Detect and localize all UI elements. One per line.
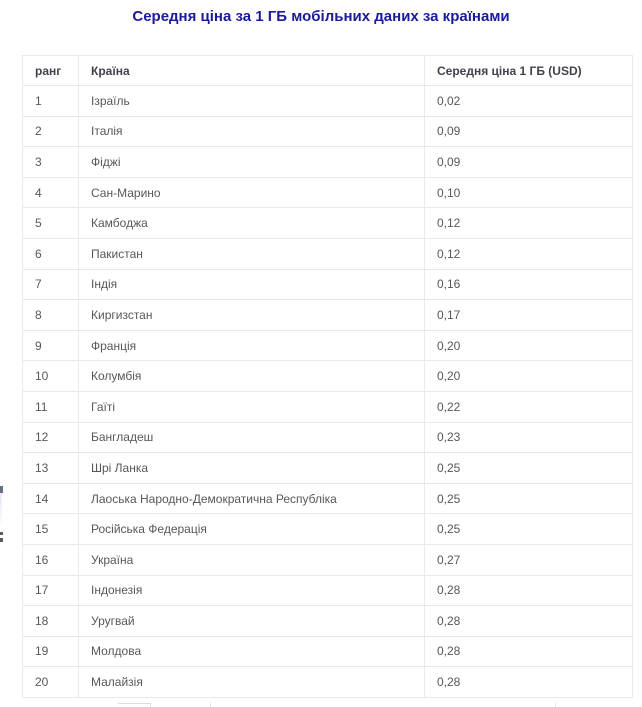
country-cell: Пакистан [78, 237, 425, 270]
price-cell: 0,02 [424, 85, 633, 117]
table-row: 5 Камбоджа 0,12 [22, 207, 633, 239]
table-body: 1 Ізраїль 0,02 2 Італія 0,09 3 Фіджі 0,09 4 Сан-Ма… [22, 85, 633, 698]
price-cell: 0,23 [424, 421, 633, 454]
left-edge-artifact [0, 8, 4, 707]
edge-glyph-fragment [0, 538, 3, 542]
page-title: Середня ціна за 1 ГБ мобільних даних за … [132, 8, 510, 25]
cutoff-border-tick [210, 703, 211, 707]
column-header-price: Середня ціна 1 ГБ (USD) [424, 55, 633, 86]
price-cell: 0,20 [424, 329, 633, 362]
country-cell: Уругвай [78, 605, 425, 637]
rank-cell: 9 [22, 329, 79, 362]
price-cell: 0,12 [424, 237, 633, 270]
column-header-rank: ранг [22, 55, 79, 86]
country-cell: Україна [78, 543, 425, 576]
price-cell: 0,28 [424, 666, 633, 698]
column-header-country: Країна [78, 55, 425, 86]
rank-cell: 10 [22, 360, 79, 392]
table-row: 14 Лаоська Народно-Демократична Республік… [22, 482, 633, 515]
price-cell: 0,16 [424, 268, 633, 301]
table-row: 16 Україна 0,27 [22, 543, 633, 576]
country-cell: Російська Федерація [78, 513, 425, 545]
edge-lavender-fragment [0, 493, 2, 526]
rank-cell: 17 [22, 574, 79, 607]
country-cell: Франція [78, 329, 425, 362]
rank-cell: 20 [22, 666, 79, 698]
price-cell: 0,09 [424, 146, 633, 178]
table-row: 20 Малайзія 0,28 [22, 666, 633, 698]
country-cell: Італія [78, 115, 425, 148]
table-row: 10 Колумбія 0,20 [22, 360, 633, 392]
table-row: 17 Індонезія 0,28 [22, 574, 633, 607]
price-cell: 0,27 [424, 543, 633, 576]
rank-cell: 7 [22, 268, 79, 301]
price-cell: 0,28 [424, 635, 633, 668]
rank-cell: 11 [22, 390, 79, 423]
country-cell: Фіджі [78, 146, 425, 178]
rank-cell: 18 [22, 605, 79, 637]
edge-glyph-fragment [0, 532, 3, 535]
price-cell: 0,09 [424, 115, 633, 148]
cutoff-border-tick [555, 703, 556, 707]
price-cell: 0,20 [424, 360, 633, 392]
price-cell: 0,10 [424, 176, 633, 209]
table-row: 9 Франція 0,20 [22, 329, 633, 362]
table-row: 12 Бангладеш 0,23 [22, 421, 633, 454]
cutoff-border-segment [118, 703, 151, 704]
price-cell: 0,12 [424, 207, 633, 239]
table-header-row: ранг Країна Середня ціна 1 ГБ (USD) [22, 55, 633, 86]
country-cell: Ізраїль [78, 85, 425, 117]
country-cell: Малайзія [78, 666, 425, 698]
rank-cell: 12 [22, 421, 79, 454]
rank-cell: 6 [22, 237, 79, 270]
table-row: 4 Сан-Марино 0,10 [22, 176, 633, 209]
country-cell: Індія [78, 268, 425, 301]
country-cell: Бангладеш [78, 421, 425, 454]
table-row: 13 Шрі Ланка 0,25 [22, 452, 633, 484]
table-row: 1 Ізраїль 0,02 [22, 85, 633, 117]
price-cell: 0,25 [424, 482, 633, 515]
price-cell: 0,28 [424, 574, 633, 607]
price-cell: 0,28 [424, 605, 633, 637]
country-cell: Киргизстан [78, 299, 425, 331]
table-row: 18 Уругвай 0,28 [22, 605, 633, 637]
rank-cell: 13 [22, 452, 79, 484]
rank-cell: 14 [22, 482, 79, 515]
country-cell: Індонезія [78, 574, 425, 607]
table-row: 15 Російська Федерація 0,25 [22, 513, 633, 545]
country-cell: Лаоська Народно-Демократична Республіка [78, 482, 425, 515]
table-row: 6 Пакистан 0,12 [22, 237, 633, 270]
table-row: 3 Фіджі 0,09 [22, 146, 633, 178]
mobile-data-price-table: ранг Країна Середня ціна 1 ГБ (USD) 1 Ізр… [22, 55, 633, 698]
table-row: 2 Італія 0,09 [22, 115, 633, 148]
price-cell: 0,25 [424, 513, 633, 545]
rank-cell: 19 [22, 635, 79, 668]
country-cell: Шрі Ланка [78, 452, 425, 484]
rank-cell: 8 [22, 299, 79, 331]
cutoff-border-tick [150, 703, 151, 707]
table-row: 8 Киргизстан 0,17 [22, 299, 633, 331]
rank-cell: 2 [22, 115, 79, 148]
table-row: 7 Індія 0,16 [22, 268, 633, 301]
rank-cell: 3 [22, 146, 79, 178]
country-cell: Камбоджа [78, 207, 425, 239]
bottom-cutoff-elements [0, 701, 642, 707]
country-cell: Сан-Марино [78, 176, 425, 209]
rank-cell: 1 [22, 85, 79, 117]
country-cell: Колумбія [78, 360, 425, 392]
country-cell: Гаїті [78, 390, 425, 423]
country-cell: Молдова [78, 635, 425, 668]
price-cell: 0,25 [424, 452, 633, 484]
rank-cell: 5 [22, 207, 79, 239]
table-row: 19 Молдова 0,28 [22, 635, 633, 668]
edge-dark-fragment [0, 486, 3, 493]
rank-cell: 4 [22, 176, 79, 209]
price-cell: 0,17 [424, 299, 633, 331]
rank-cell: 15 [22, 513, 79, 545]
rank-cell: 16 [22, 543, 79, 576]
price-cell: 0,22 [424, 390, 633, 423]
table-row: 11 Гаїті 0,22 [22, 390, 633, 423]
